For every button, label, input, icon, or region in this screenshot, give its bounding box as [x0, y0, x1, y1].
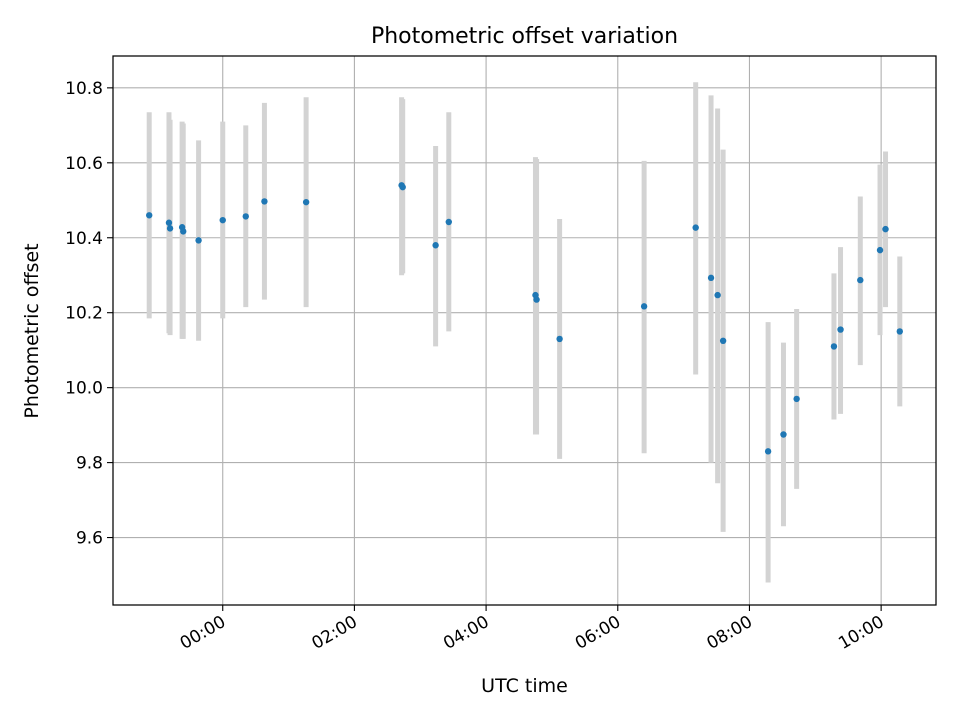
y-tick-label: 9.8 [76, 454, 103, 474]
data-point [707, 274, 715, 282]
chart-title: Photometric offset variation [371, 24, 678, 49]
y-tick-label: 9.6 [76, 529, 103, 549]
data-point [719, 337, 727, 345]
data-point [242, 213, 249, 220]
data-point [533, 296, 540, 303]
data-point [640, 303, 648, 310]
data-point [261, 198, 268, 205]
y-tick-label: 10.2 [65, 304, 103, 324]
data-point [166, 225, 174, 232]
data-point [793, 395, 800, 403]
data-point [882, 225, 889, 233]
y-tick-label: 10.4 [65, 229, 103, 249]
data-point [399, 183, 406, 191]
data-point [165, 219, 173, 226]
data-point [445, 218, 452, 226]
data-point [180, 228, 187, 235]
data-point [780, 431, 787, 438]
plot-frame [112, 55, 937, 606]
data-point [830, 343, 838, 350]
data-point [146, 212, 153, 219]
data-point [692, 224, 699, 231]
data-point [857, 276, 864, 284]
x-axis-label: UTC time [481, 675, 568, 697]
data-point [556, 335, 563, 343]
data-points [146, 182, 903, 455]
data-point [302, 198, 310, 206]
y-axis: 9.6 9.8 10.0 10.2 10.4 10.6 10.8 [65, 79, 113, 549]
data-point [219, 216, 226, 224]
data-point [714, 291, 721, 299]
data-point [837, 326, 844, 333]
data-point [896, 328, 903, 335]
data-point [432, 242, 439, 249]
y-axis-label: Photometric offset [21, 243, 43, 418]
y-tick-label: 10.0 [65, 379, 103, 399]
data-point [195, 237, 202, 244]
y-tick-label: 10.8 [65, 79, 103, 99]
data-point [764, 448, 772, 455]
y-tick-label: 10.6 [65, 154, 103, 174]
data-point [876, 246, 884, 254]
